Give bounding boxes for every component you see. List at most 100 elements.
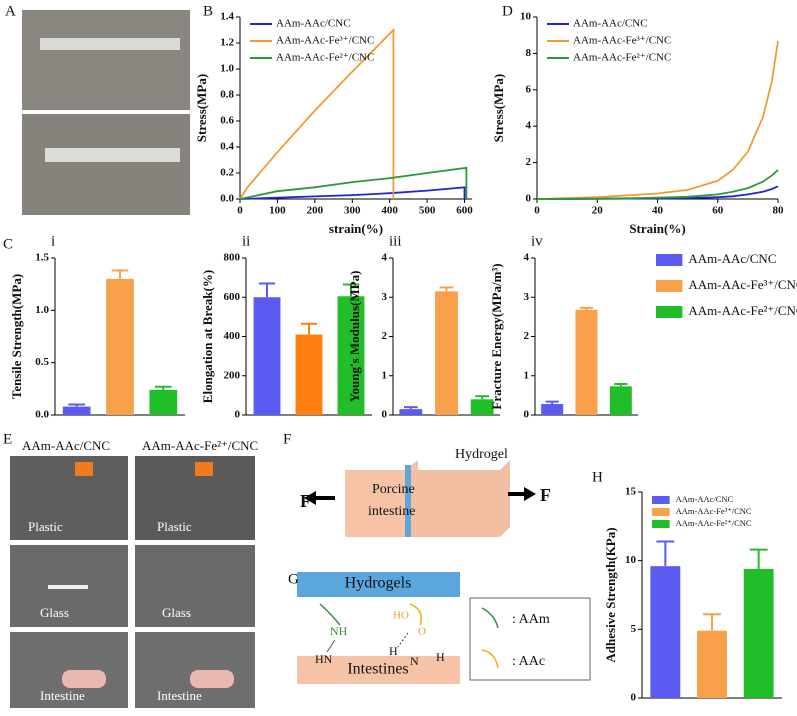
photo-caption: Plastic	[157, 519, 192, 534]
atom-label: NH	[330, 624, 348, 638]
sub-panel-label: ii	[242, 233, 250, 249]
y-tick-label: 0.6	[220, 115, 234, 127]
y-tick-label: 0	[235, 409, 241, 421]
atom-label: HN	[315, 652, 333, 666]
y-tick-label: 10	[625, 554, 637, 566]
intestine-block	[297, 656, 460, 684]
y-axis-title: Tensile Strength(MPa)	[9, 274, 24, 399]
key-label: : AAm	[512, 612, 550, 627]
y-tick-label: 1	[524, 369, 530, 381]
bar	[609, 386, 632, 415]
column-header: AAm-AAc-Fe²⁺/CNC	[142, 438, 258, 453]
hydrogel-label: Hydrogel	[455, 447, 508, 462]
photo-caption: Glass	[162, 605, 191, 620]
series-line	[239, 166, 468, 200]
hydrogen-bond	[397, 632, 409, 648]
bar	[62, 406, 91, 415]
photo-caption: Plastic	[28, 519, 63, 534]
legend-swatch	[656, 306, 683, 318]
y-tick-label: 4	[382, 252, 388, 264]
series-line	[536, 40, 779, 200]
y-tick-label: 4	[524, 252, 530, 264]
x-tick-label: 40	[652, 205, 664, 217]
arrow-head	[524, 487, 536, 501]
y-tick-label: 15	[625, 486, 637, 498]
y-tick-label: 3	[524, 291, 530, 303]
tissue-label: intestine	[368, 504, 415, 519]
panel-label: G	[288, 571, 299, 587]
y-axis-title: Young's Modulus(MPa)	[347, 271, 362, 403]
photo	[10, 632, 128, 708]
bar	[435, 291, 458, 415]
legend-label: AAm-AAc/CNC	[688, 251, 776, 266]
atom-label: N	[410, 654, 419, 668]
tube-cap	[75, 462, 93, 476]
intestines-label: Intestines	[347, 661, 408, 678]
bar	[697, 630, 727, 698]
y-tick-label: 2	[382, 330, 388, 342]
y-tick-label: 1.4	[220, 11, 234, 23]
gel-strip	[48, 585, 88, 589]
legend-label: AAm-AAc-Fe²⁺/CNC	[688, 303, 797, 318]
bar	[337, 296, 365, 415]
legend-label: AAm-AAc/CNC	[276, 18, 351, 30]
sub-panel-label: iii	[389, 233, 402, 249]
panel-label: D	[502, 3, 513, 19]
y-axis-title: Stress(MPa)	[491, 74, 506, 142]
y-tick-label: 3	[382, 291, 388, 303]
key-aam	[481, 607, 499, 629]
bar	[575, 309, 598, 415]
hydrogels-label: Hydrogels	[345, 575, 412, 592]
aam-chain	[319, 603, 341, 626]
y-tick-label: 600	[224, 291, 241, 303]
tissue-left	[345, 460, 418, 537]
photo-grid	[10, 456, 255, 708]
y-tick-label: 200	[224, 369, 241, 381]
x-tick-label: 0	[534, 205, 540, 217]
y-tick-label: 0.8	[220, 89, 234, 101]
tissue-label: Porcine	[372, 482, 415, 497]
series-line	[239, 27, 395, 200]
panel-label: C	[3, 236, 13, 252]
x-tick-label: 80	[773, 205, 785, 217]
panel-label: A	[5, 3, 16, 19]
y-tick-label: 0	[526, 193, 532, 205]
y-tick-label: 4	[526, 120, 532, 132]
ruler	[40, 38, 180, 50]
tissue	[190, 670, 234, 688]
y-tick-label: 0.5	[35, 356, 49, 368]
sub-panel-label: i	[51, 233, 55, 249]
panel-label: F	[283, 431, 291, 447]
aac-chain	[409, 603, 422, 626]
atom-label: O	[418, 626, 426, 638]
y-tick-label: 8	[526, 47, 532, 59]
bar	[743, 568, 774, 698]
y-tick-label: 0	[524, 409, 530, 421]
legend-swatch	[652, 508, 670, 516]
legend-swatch	[652, 520, 670, 528]
x-tick-label: 300	[344, 205, 361, 217]
legend-swatch	[656, 254, 683, 266]
photo-caption: Intestine	[157, 688, 202, 703]
hydrogel-layer	[405, 465, 411, 537]
tissue-right	[411, 460, 510, 537]
x-tick-label: 60	[712, 205, 724, 217]
atom-label: HO	[393, 610, 409, 622]
x-tick-label: 500	[419, 205, 436, 217]
photo	[135, 545, 255, 627]
panel-label: H	[592, 469, 603, 485]
x-tick-label: 600	[456, 205, 473, 217]
bar	[106, 278, 134, 415]
legend-label: AAm-AAc-Fe²⁺/CNC	[276, 52, 374, 64]
y-tick-label: 0	[631, 692, 637, 704]
y-tick-label: 2	[526, 156, 532, 168]
key-aac	[481, 649, 499, 669]
force-label: F	[540, 485, 551, 505]
bar	[470, 399, 494, 415]
diagram-f	[304, 460, 536, 537]
y-tick-label: 1.5	[35, 252, 49, 264]
key-box	[469, 597, 591, 681]
bond	[326, 639, 336, 653]
force-label: F	[300, 491, 311, 511]
